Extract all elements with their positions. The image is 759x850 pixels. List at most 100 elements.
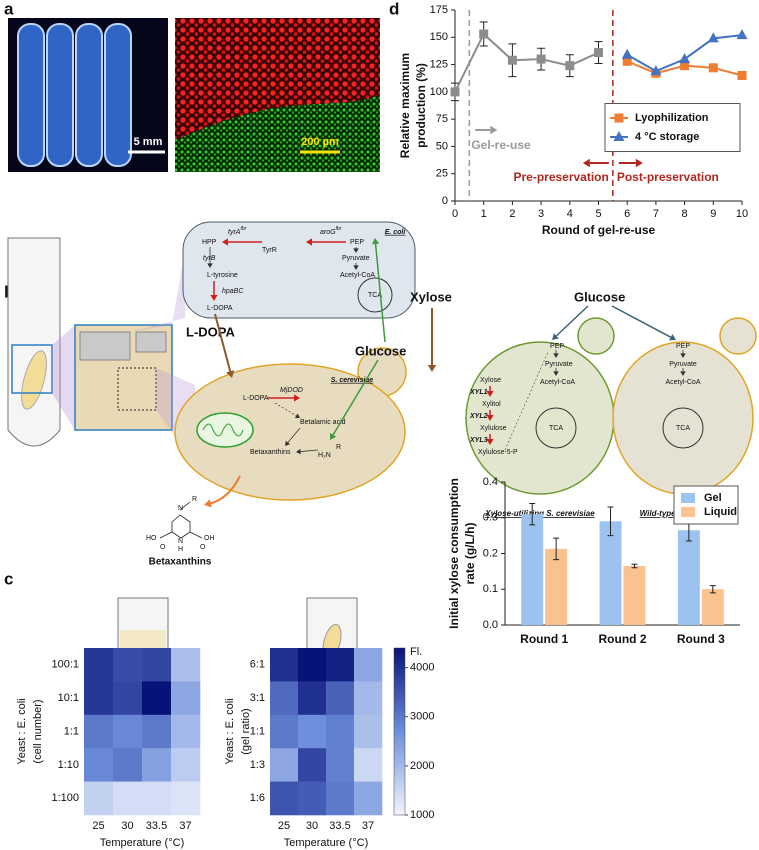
x-tick-label: 1 bbox=[481, 208, 487, 220]
marker bbox=[594, 48, 603, 58]
marker bbox=[622, 56, 632, 66]
arrow-head bbox=[486, 391, 494, 397]
arrow-head bbox=[553, 353, 559, 358]
heatmap-cell bbox=[354, 781, 383, 816]
panel-label: d bbox=[389, 0, 399, 18]
y-tick-label: 150 bbox=[430, 31, 448, 43]
x-tick-label: 30 bbox=[121, 820, 133, 832]
y-tick-label: 1:100 bbox=[51, 792, 79, 804]
arrow-head bbox=[210, 295, 218, 301]
label: TCA bbox=[549, 425, 563, 432]
label: Acetyl-CoA bbox=[540, 379, 575, 386]
annotation: Pre-preservation bbox=[513, 170, 608, 184]
ecoli-gel bbox=[135, 331, 167, 353]
y-tick-label: 3:1 bbox=[250, 692, 265, 704]
error-bar bbox=[607, 506, 614, 537]
error-bar bbox=[529, 502, 536, 526]
arrow-head bbox=[427, 365, 437, 372]
arrow-shaft bbox=[332, 359, 379, 436]
y-tick-label: 10:1 bbox=[58, 692, 79, 704]
legend-swatch bbox=[681, 493, 695, 503]
label: Betalamic acid bbox=[300, 419, 346, 426]
superscript: fbr bbox=[240, 226, 246, 232]
gel-tube bbox=[17, 23, 45, 167]
legend bbox=[604, 103, 741, 152]
label: Acetyl-CoA bbox=[665, 379, 700, 386]
heatmap-cell bbox=[354, 714, 383, 749]
y-axis-label: Yeast : E. coli bbox=[224, 698, 236, 764]
arrow-head bbox=[371, 238, 380, 245]
label: Betaxanthins bbox=[149, 557, 212, 568]
arrow-shaft bbox=[611, 305, 672, 338]
label: L-DOPA bbox=[243, 395, 269, 402]
atom: O bbox=[200, 544, 206, 551]
colorbar-title: Fl. bbox=[410, 646, 422, 658]
cristae bbox=[202, 423, 244, 437]
x-tick-label: 2 bbox=[509, 208, 515, 220]
mitochondrion bbox=[196, 412, 254, 448]
heatmap-cell bbox=[171, 748, 201, 782]
label: tyrAfbr bbox=[228, 226, 247, 236]
heatmap-cell bbox=[354, 681, 383, 716]
colorbar-tick-label: 2000 bbox=[410, 760, 434, 772]
marker bbox=[507, 55, 517, 65]
zoom-cone bbox=[52, 325, 75, 430]
colorbar-tick-label: 1000 bbox=[410, 809, 434, 821]
bar bbox=[623, 566, 646, 625]
bar bbox=[677, 530, 700, 625]
error-bar bbox=[631, 563, 638, 569]
heatmap-cell bbox=[298, 681, 327, 716]
heatmap-cell bbox=[298, 781, 327, 816]
y-tick-label: 0.2 bbox=[483, 547, 498, 559]
y-tick-label: 50 bbox=[436, 140, 448, 152]
ecoli-cell bbox=[182, 221, 416, 319]
ecoli-gel bbox=[79, 331, 131, 361]
y-axis-label: Initial xylose consumption bbox=[447, 478, 461, 629]
x-tick-label: 9 bbox=[710, 208, 716, 220]
y-axis-label: (gel ratio) bbox=[240, 708, 252, 754]
x-tick-label: 25 bbox=[278, 820, 290, 832]
heatmap-cell bbox=[113, 681, 143, 716]
label: E. coli bbox=[385, 229, 407, 236]
y-tick-label: 0.0 bbox=[483, 619, 498, 631]
arrow-head bbox=[306, 238, 312, 246]
label: MjDOD bbox=[280, 387, 303, 394]
arrow-head bbox=[635, 158, 643, 168]
arrow-head bbox=[330, 433, 337, 440]
y-tick-label: 1:3 bbox=[250, 759, 265, 771]
label: Glucose bbox=[574, 289, 625, 304]
ring bbox=[171, 514, 191, 539]
gel-tube bbox=[104, 23, 132, 167]
arrow-head bbox=[207, 263, 213, 268]
arrow-head bbox=[285, 440, 291, 446]
heatmap-cell bbox=[298, 748, 327, 782]
heatmap-cell bbox=[270, 648, 299, 682]
x-tick-label: Round 2 bbox=[599, 632, 647, 646]
label: R bbox=[336, 444, 341, 451]
arrow-head bbox=[296, 448, 301, 455]
arrow-head bbox=[353, 248, 359, 253]
heatmap-cell bbox=[171, 714, 201, 749]
superscript: fbr bbox=[336, 226, 342, 232]
tca-cycle bbox=[535, 407, 577, 449]
y-tick-label: 0 bbox=[442, 195, 448, 207]
label: S. cerevisiae bbox=[331, 377, 374, 384]
arrow-head bbox=[222, 238, 228, 246]
y-tick-label: 25 bbox=[436, 168, 448, 180]
y-tick-label: 100 bbox=[430, 86, 448, 98]
heatmap-cell bbox=[326, 781, 355, 816]
label: H₂N bbox=[318, 452, 331, 459]
atom: N bbox=[178, 505, 183, 512]
x-axis-label: Temperature (°C) bbox=[284, 837, 368, 849]
marker bbox=[707, 32, 719, 43]
arrow-head bbox=[353, 265, 359, 270]
label: Xylitol bbox=[482, 401, 501, 408]
y-tick-label: 175 bbox=[430, 4, 448, 16]
label: Pyruvate bbox=[545, 361, 573, 368]
arrow-shaft bbox=[300, 449, 319, 452]
x-tick-label: 37 bbox=[179, 820, 191, 832]
structure bbox=[159, 501, 203, 539]
y-axis-label: Relative maximum bbox=[398, 53, 412, 158]
